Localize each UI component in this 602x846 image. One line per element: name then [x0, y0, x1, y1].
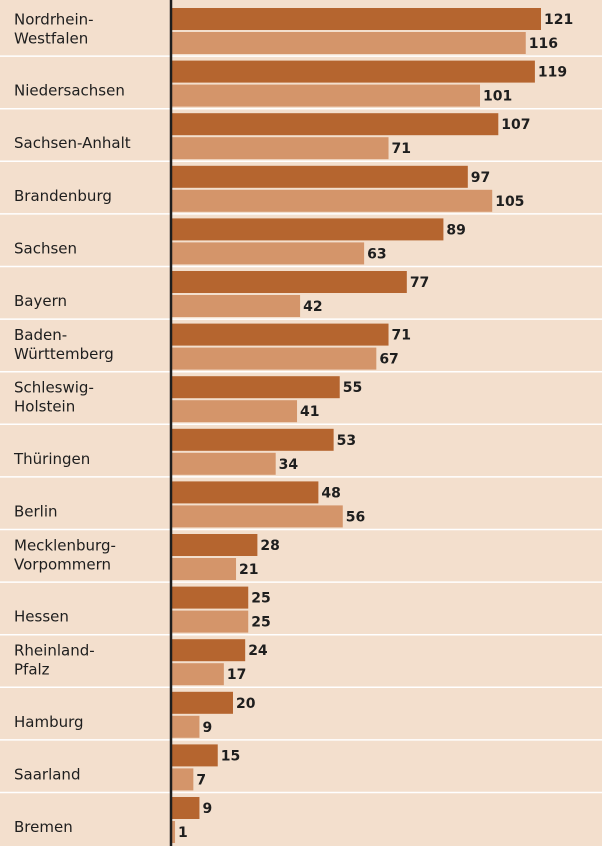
category-label: Bayern — [14, 292, 67, 310]
value-label: 25 — [251, 615, 270, 631]
value-label: 101 — [483, 89, 512, 105]
value-label: 77 — [410, 275, 429, 291]
bar — [172, 8, 541, 30]
bar — [172, 797, 200, 819]
value-label: 34 — [279, 457, 299, 473]
value-label: 53 — [337, 433, 356, 449]
value-label: 48 — [321, 485, 340, 501]
value-label: 97 — [471, 170, 490, 186]
category-label: Saarland — [14, 765, 80, 783]
value-label: 56 — [346, 509, 365, 525]
value-label: 9 — [202, 801, 212, 817]
value-label: 55 — [343, 380, 362, 396]
bar — [172, 113, 499, 136]
bar — [172, 691, 233, 714]
bar — [172, 400, 298, 423]
bar — [172, 639, 246, 662]
bar — [172, 744, 218, 767]
value-label: 21 — [239, 562, 258, 578]
bar — [172, 218, 444, 241]
bar — [172, 610, 249, 633]
bar — [172, 481, 319, 504]
bar — [172, 428, 334, 451]
value-label: 119 — [538, 65, 567, 81]
bar — [172, 271, 407, 293]
value-label: 15 — [221, 748, 240, 764]
bar — [172, 137, 389, 160]
category-label: Brandenburg — [14, 186, 112, 204]
bar — [172, 347, 377, 370]
bar — [172, 558, 237, 580]
value-label: 107 — [501, 117, 530, 133]
category-label: Sachsen — [14, 239, 77, 257]
value-label: 17 — [227, 667, 246, 683]
category-label: Niedersachsen — [14, 81, 125, 99]
value-label: 116 — [529, 36, 558, 52]
bar — [172, 60, 535, 83]
bar — [172, 505, 343, 528]
value-label: 71 — [392, 141, 411, 157]
bar — [172, 32, 526, 54]
bar — [172, 768, 194, 791]
bar — [172, 586, 249, 609]
value-label: 67 — [379, 352, 398, 368]
bar — [172, 242, 365, 265]
bar — [172, 534, 258, 556]
bar — [172, 165, 468, 188]
category-label: Rheinland-Pfalz — [14, 641, 95, 678]
value-label: 25 — [251, 591, 270, 607]
bar — [172, 452, 276, 475]
bar — [172, 295, 301, 317]
value-label: 42 — [303, 299, 322, 315]
category-label: Hessen — [14, 607, 69, 625]
category-label: Mecklenburg-Vorpommern — [14, 536, 116, 573]
bar — [172, 189, 493, 212]
category-label: Nordrhein-Westfalen — [14, 10, 94, 47]
bar — [172, 376, 340, 399]
value-label: 71 — [392, 328, 411, 344]
value-label: 24 — [248, 643, 268, 659]
bar — [172, 821, 176, 843]
category-label: Baden-Württemberg — [14, 326, 114, 363]
value-label: 28 — [260, 538, 279, 554]
category-label: Sachsen-Anhalt — [14, 134, 131, 152]
category-label: Thüringen — [13, 449, 90, 467]
value-label: 1 — [178, 825, 188, 841]
category-label: Hamburg — [14, 712, 84, 730]
bar — [172, 663, 224, 686]
value-label: 20 — [236, 696, 256, 712]
bar — [172, 84, 481, 107]
category-label: Berlin — [14, 502, 58, 520]
value-label: 89 — [446, 222, 465, 238]
category-label: Bremen — [14, 818, 73, 836]
bar — [172, 323, 389, 346]
category-label: Schleswig-Holstein — [14, 378, 94, 415]
value-label: 7 — [196, 772, 206, 788]
value-label: 105 — [495, 194, 524, 210]
value-label: 9 — [202, 720, 212, 736]
bar — [172, 715, 200, 738]
value-label: 41 — [300, 404, 319, 420]
value-label: 63 — [367, 246, 386, 262]
value-label: 121 — [544, 12, 573, 28]
